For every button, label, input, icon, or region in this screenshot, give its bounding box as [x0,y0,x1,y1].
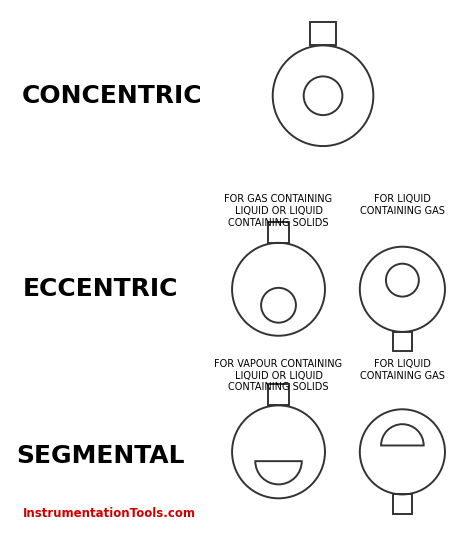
Bar [268,384,289,405]
Bar [393,332,412,351]
Bar [310,22,336,46]
Text: FOR LIQUID
CONTAINING GAS: FOR LIQUID CONTAINING GAS [360,195,445,216]
Text: CONCENTRIC: CONCENTRIC [22,84,202,108]
Text: FOR LIQUID
CONTAINING GAS: FOR LIQUID CONTAINING GAS [360,359,445,381]
Text: InstrumentationTools.com: InstrumentationTools.com [23,507,196,519]
Bar [393,494,412,514]
Text: FOR VAPOUR CONTAINING
LIQUID OR LIQUID
CONTAINING SOLIDS: FOR VAPOUR CONTAINING LIQUID OR LIQUID C… [214,359,343,392]
Text: FOR GAS CONTAINING
LIQUID OR LIQUID
CONTAINING SOLIDS: FOR GAS CONTAINING LIQUID OR LIQUID CONT… [225,195,333,228]
Bar [268,221,289,243]
Text: SEGMENTAL: SEGMENTAL [16,444,185,468]
Text: ECCENTRIC: ECCENTRIC [23,277,178,301]
